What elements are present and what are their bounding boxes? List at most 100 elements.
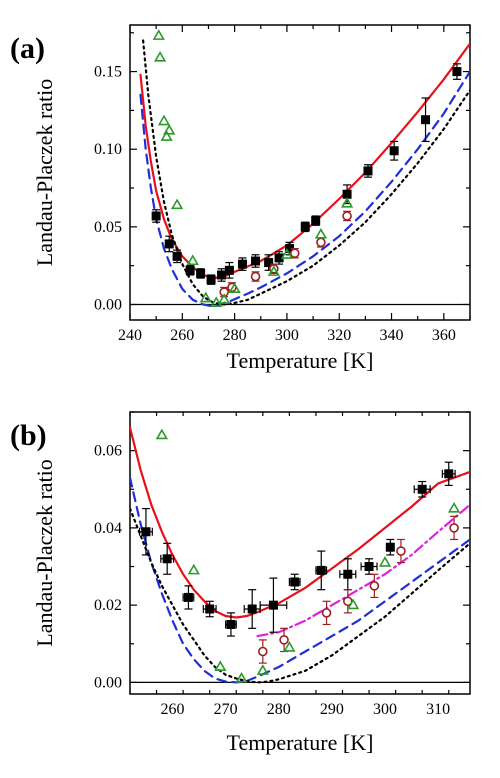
data-point-square bbox=[385, 542, 395, 552]
x-tick-label: 260 bbox=[161, 701, 185, 718]
data-point-triangle bbox=[346, 598, 360, 610]
y-tick-label: 0.05 bbox=[94, 219, 122, 236]
data-point-square bbox=[226, 619, 236, 629]
data-point-square bbox=[444, 469, 454, 479]
x-tick-label: 240 bbox=[118, 327, 142, 344]
data-point-triangle bbox=[314, 228, 328, 239]
data-point-triangle bbox=[228, 282, 241, 293]
data-point-square bbox=[342, 189, 352, 199]
data-point-triangle bbox=[378, 556, 392, 567]
data-point-square bbox=[164, 239, 174, 249]
plot-frame bbox=[129, 24, 471, 321]
data-point-square bbox=[251, 256, 261, 266]
data-point-square bbox=[452, 67, 462, 77]
data-point-square bbox=[247, 604, 257, 614]
data-point-square bbox=[183, 592, 193, 602]
panel-b: 260 270 280 290 300 310 0.00 0.02 0.04 0.06 Temper… bbox=[10, 411, 471, 755]
data-point-triangle bbox=[170, 198, 184, 210]
data-point-square bbox=[185, 265, 195, 275]
x-tick-label: 340 bbox=[380, 327, 404, 344]
y-tick-label: 0.00 bbox=[94, 296, 122, 313]
data-point-square bbox=[363, 166, 373, 176]
data-point-triangle bbox=[256, 664, 269, 675]
data-point-triangle bbox=[153, 51, 167, 62]
data-point-square bbox=[264, 258, 274, 268]
data-point-triangle bbox=[214, 660, 227, 672]
y-tick-label: 0.15 bbox=[94, 64, 122, 81]
panel-a: 240 260 280 300 320 340 360 0.00 0.05 0.10 0.15 Tem… bbox=[10, 24, 471, 373]
x-tick-label: 280 bbox=[267, 701, 291, 718]
x-tick-label: 360 bbox=[432, 327, 456, 344]
data-point-square bbox=[162, 554, 172, 564]
x-tick-label: 280 bbox=[223, 327, 247, 344]
x-axis-label: Temperature [K] bbox=[227, 730, 374, 755]
data-point-square bbox=[421, 115, 431, 125]
data-layer bbox=[139, 29, 470, 308]
data-point-square bbox=[268, 600, 278, 610]
y-axis-label: Landau-Placzek ratio bbox=[32, 79, 57, 267]
data-point-triangle bbox=[218, 293, 231, 304]
data-point-square bbox=[290, 577, 300, 587]
data-point-square bbox=[300, 222, 310, 232]
x-tick-label: 290 bbox=[320, 701, 344, 718]
model-curve-dotted bbox=[130, 507, 470, 684]
data-point-square bbox=[205, 604, 215, 614]
y-tick-label: 0.04 bbox=[94, 520, 122, 537]
plot-frame bbox=[129, 411, 471, 695]
data-point-square bbox=[217, 270, 227, 280]
data-point-square bbox=[172, 251, 182, 261]
x-tick-label: 320 bbox=[327, 327, 351, 344]
model-curve-solid bbox=[130, 426, 470, 619]
data-point-triangle bbox=[152, 29, 165, 40]
data-point-triangle bbox=[157, 114, 171, 126]
data-point-triangle bbox=[160, 130, 173, 141]
data-point-triangle bbox=[163, 123, 176, 135]
data-point-circle bbox=[342, 211, 352, 221]
data-point-triangle bbox=[199, 291, 212, 303]
data-point-square bbox=[417, 484, 427, 494]
data-point-square bbox=[316, 565, 326, 575]
x-tick-label: 270 bbox=[214, 701, 238, 718]
data-point-triangle bbox=[210, 296, 223, 307]
model-curve-solid bbox=[139, 42, 470, 280]
data-point-triangle bbox=[187, 563, 200, 575]
data-point-square bbox=[237, 259, 247, 269]
data-point-circle bbox=[258, 646, 268, 657]
data-point-square bbox=[196, 268, 206, 278]
data-point-square bbox=[343, 569, 353, 579]
data-point-triangle bbox=[155, 428, 169, 440]
data-point-square bbox=[141, 527, 151, 537]
data-point-square bbox=[206, 275, 216, 285]
y-axis-label: Landau-Placzek ratio bbox=[32, 459, 57, 647]
data-point-triangle bbox=[235, 671, 248, 683]
model-curve-dotted bbox=[142, 39, 470, 306]
panel-label: (a) bbox=[10, 32, 45, 65]
data-point-triangle bbox=[283, 641, 296, 652]
data-point-square bbox=[364, 562, 374, 572]
data-point-circle bbox=[279, 635, 289, 645]
data-point-square bbox=[285, 244, 295, 254]
x-tick-label: 300 bbox=[275, 327, 299, 344]
data-point-circle bbox=[449, 523, 459, 533]
data-point-circle bbox=[321, 608, 332, 618]
y-tick-label: 0.00 bbox=[94, 674, 122, 691]
data-point-triangle bbox=[280, 248, 294, 259]
data-point-triangle bbox=[267, 265, 280, 276]
data-point-triangle bbox=[447, 501, 461, 513]
data-point-square bbox=[311, 216, 321, 226]
model-curve-dashdot bbox=[256, 503, 470, 638]
panel-label: (b) bbox=[10, 419, 47, 452]
x-tick-label: 300 bbox=[373, 701, 397, 718]
data-point-circle bbox=[250, 271, 261, 282]
x-tick-label: 260 bbox=[170, 327, 194, 344]
data-point-circle bbox=[289, 248, 300, 259]
data-point-circle bbox=[396, 546, 406, 556]
data-point-square bbox=[224, 265, 234, 275]
data-point-triangle bbox=[186, 254, 199, 266]
data-point-square bbox=[274, 253, 284, 263]
data-layer bbox=[130, 426, 470, 684]
data-point-triangle bbox=[340, 196, 354, 208]
y-tick-label: 0.10 bbox=[94, 141, 122, 158]
y-tick-label: 0.02 bbox=[94, 597, 122, 614]
